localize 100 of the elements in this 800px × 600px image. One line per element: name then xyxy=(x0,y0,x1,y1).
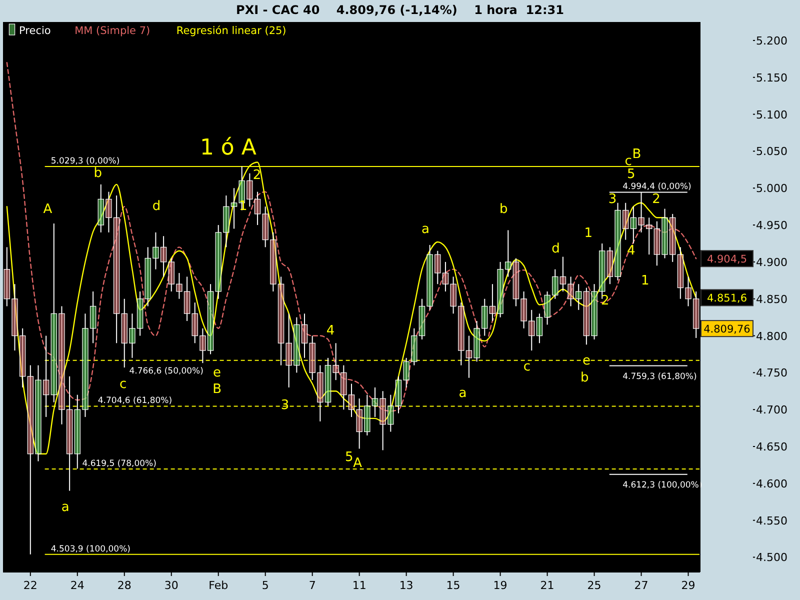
x-tick-label: 29 xyxy=(681,579,696,592)
candlestick xyxy=(388,394,394,432)
annotation: 3 xyxy=(608,192,617,207)
candlestick xyxy=(403,357,410,388)
candlestick xyxy=(294,316,300,374)
candlestick xyxy=(106,191,112,233)
ref-line-label: 4.619,5 (78,00%) xyxy=(82,459,156,470)
data-label: 4.851,6 xyxy=(706,292,748,305)
y-tick-label: 5.150 xyxy=(756,71,788,84)
candlestick xyxy=(144,246,151,307)
candlestick xyxy=(646,217,652,256)
candlestick xyxy=(301,313,308,358)
candlestick xyxy=(113,194,120,344)
y-tick-label: 5.050 xyxy=(756,145,788,158)
candlestick xyxy=(192,302,198,344)
candlestick xyxy=(58,306,65,425)
candlestick xyxy=(98,184,104,233)
candlestick xyxy=(505,230,512,278)
candlestick xyxy=(614,202,621,281)
candlestick xyxy=(552,268,558,300)
candlestick xyxy=(677,246,684,300)
candlestick xyxy=(466,335,472,378)
candlestick xyxy=(324,357,332,406)
candlestick xyxy=(317,364,324,422)
x-tick-label: 15 xyxy=(446,579,460,592)
candlestick xyxy=(348,383,355,418)
y-tick-label: 4.650 xyxy=(756,440,788,454)
candlestick xyxy=(622,202,629,240)
y-tick-label: 4.900 xyxy=(756,256,788,269)
annotation: A xyxy=(353,456,362,471)
ref-line-label: 4.766,6 (50,00%) xyxy=(129,366,204,376)
candlestick xyxy=(254,191,261,226)
y-tick-label: 4.700 xyxy=(756,404,788,417)
annotation: a xyxy=(61,500,70,515)
x-tick-label: 21 xyxy=(540,579,554,592)
annotation: c xyxy=(119,377,127,392)
candlestick xyxy=(528,309,535,352)
annotation: b xyxy=(94,166,102,182)
candlestick xyxy=(160,236,167,278)
candlestick xyxy=(583,287,590,346)
candlestick xyxy=(176,272,182,300)
x-tick-label: 27 xyxy=(634,579,648,592)
annotation: 1 xyxy=(640,274,650,289)
y-tick-label: 4.550 xyxy=(756,514,788,528)
annotation: B xyxy=(212,382,222,398)
candlestick xyxy=(136,290,144,336)
candlestick xyxy=(12,284,18,352)
candlestick xyxy=(74,394,80,470)
y-tick-label: 5.000 xyxy=(756,182,788,196)
candlestick xyxy=(278,276,284,366)
y-tick-label: 4.750 xyxy=(756,366,788,380)
candlestick xyxy=(42,335,50,418)
annotation: a xyxy=(421,222,430,237)
candlestick xyxy=(121,298,128,368)
candlestick xyxy=(207,284,214,355)
x-tick-label: 30 xyxy=(164,579,178,592)
x-tick-label: 5 xyxy=(262,579,269,592)
candlestick xyxy=(356,398,362,450)
annotation: 5 xyxy=(345,450,354,465)
candlestick xyxy=(458,302,464,366)
candlestick xyxy=(685,276,692,307)
candlestick xyxy=(544,290,550,326)
annotation: 2 xyxy=(652,192,660,207)
candlestick xyxy=(35,364,42,462)
candlestick xyxy=(90,290,96,344)
candlestick xyxy=(4,246,10,307)
candlestick xyxy=(27,364,34,555)
annotation: e xyxy=(582,353,590,368)
candlestick xyxy=(246,172,253,208)
candlestick xyxy=(262,206,268,248)
candlestick xyxy=(591,284,598,340)
text: MM (Simple 7) xyxy=(74,25,150,37)
candlestick xyxy=(50,223,58,403)
x-tick-label: Feb xyxy=(208,579,228,592)
candlestick xyxy=(380,390,386,451)
candlestick xyxy=(184,276,190,322)
candlestick xyxy=(223,194,230,248)
candlestick xyxy=(340,364,347,410)
ref-line-label: 4.704,6 (61,80%) xyxy=(98,396,172,406)
candlestick xyxy=(19,328,26,388)
ref-line-label: 5.029,3 (0,00%) xyxy=(50,156,120,166)
candlestick xyxy=(450,276,456,314)
candlestick xyxy=(215,224,222,300)
data-label: 4.904,5 xyxy=(706,254,748,266)
candlestick xyxy=(364,394,370,436)
ref-line-label: 4.994,4 (0,00%) xyxy=(622,182,692,192)
candlestick xyxy=(129,313,136,358)
legend-label: Precio xyxy=(19,25,51,37)
annotation: d xyxy=(152,198,161,214)
annotation: b xyxy=(580,370,589,386)
candlestick xyxy=(418,298,426,340)
x-tick-label: 28 xyxy=(117,579,132,592)
candlestick xyxy=(442,261,449,292)
chart-title: PXI - CAC 40 4.809,76 (-1,14%) 1 hora 12:31 xyxy=(236,3,564,17)
candlestick xyxy=(560,256,566,292)
annotation: 2 xyxy=(252,168,262,184)
candlestick xyxy=(654,220,660,266)
annotation: 4 xyxy=(326,323,335,338)
annotation: b xyxy=(500,202,508,217)
candlestick xyxy=(662,208,668,259)
